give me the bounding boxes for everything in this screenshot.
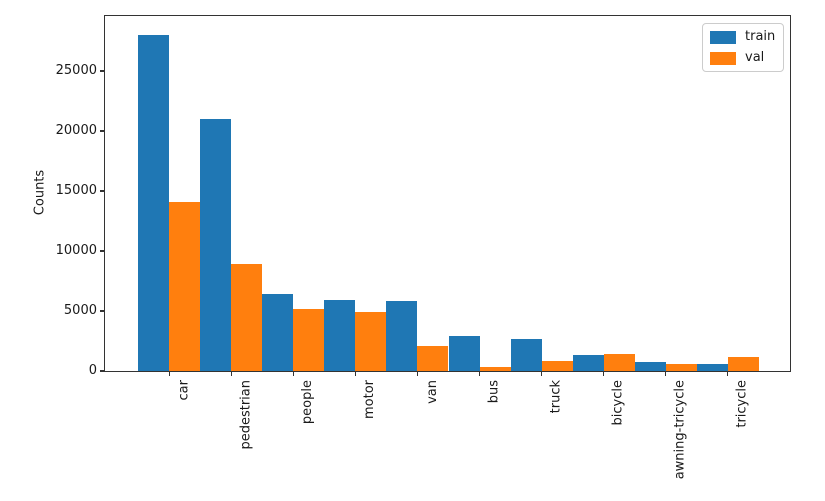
y-tick-mark: [100, 310, 104, 312]
y-tick-mark: [100, 370, 104, 372]
x-tick-mark: [168, 372, 170, 376]
bar-val-people: [293, 309, 325, 371]
x-tick-mark: [727, 372, 729, 376]
legend-swatch-train: [710, 30, 736, 44]
bar-train-car: [138, 35, 170, 371]
bar-val-awning-tricycle: [665, 364, 697, 371]
y-tick-label: 0: [88, 363, 97, 378]
x-tick-label-people: people: [300, 380, 316, 425]
y-tick-mark: [100, 70, 104, 72]
x-tick-mark: [292, 372, 295, 376]
y-tick-label: 25000: [55, 62, 97, 78]
x-tick-label-awning-tricycle: awning-tricycle: [672, 380, 688, 480]
x-tick-mark: [354, 372, 357, 376]
x-tick-label-pedestrian: pedestrian: [238, 380, 254, 450]
y-tick-label: 15000: [55, 182, 97, 198]
bar-train-van: [386, 300, 418, 371]
x-tick-mark: [230, 372, 233, 376]
x-tick-label-tricycle: tricycle: [734, 380, 750, 428]
bar-train-pedestrian: [200, 119, 232, 371]
bar-train-truck: [510, 339, 542, 371]
x-tick-label-van: van: [424, 380, 440, 404]
x-tick-mark: [478, 372, 481, 376]
bar-train-tricycle: [696, 363, 728, 371]
bar-val-pedestrian: [231, 264, 263, 371]
bar-train-people: [262, 293, 294, 371]
bar-val-motor: [355, 311, 387, 371]
bar-val-van: [417, 346, 449, 371]
bar-train-bus: [448, 335, 480, 371]
y-tick-mark: [100, 250, 104, 252]
x-tick-mark: [665, 372, 667, 376]
y-tick-mark: [100, 190, 104, 192]
legend-label-val: val: [745, 50, 765, 65]
legend-entry-train: train: [710, 30, 775, 44]
x-tick-label-truck: truck: [548, 380, 564, 414]
x-tick-mark: [602, 372, 605, 376]
bar-val-truck: [541, 360, 573, 371]
y-tick-label: 5000: [63, 302, 97, 318]
bar-val-car: [169, 202, 201, 371]
y-tick-label: 20000: [55, 122, 97, 138]
legend: train val: [702, 23, 784, 72]
legend-entry-val: val: [710, 51, 775, 65]
x-tick-label-motor: motor: [362, 380, 378, 420]
x-tick-label-bus: bus: [486, 380, 502, 404]
plot-area: [104, 15, 791, 372]
x-tick-label-car: car: [176, 380, 192, 401]
y-tick-label: 10000: [55, 242, 97, 258]
bar-train-bicycle: [572, 355, 604, 371]
bar-val-bicycle: [603, 354, 635, 371]
x-tick-label-bicycle: bicycle: [610, 380, 626, 426]
x-tick-mark: [416, 372, 419, 376]
bar-train-awning-tricycle: [634, 362, 666, 371]
legend-label-train: train: [745, 29, 776, 44]
bar-val-tricycle: [727, 357, 759, 371]
bar-val-bus: [479, 367, 511, 371]
x-tick-mark: [540, 372, 543, 376]
bar-train-motor: [324, 300, 356, 371]
y-tick-mark: [100, 130, 104, 132]
legend-swatch-val: [710, 51, 736, 65]
